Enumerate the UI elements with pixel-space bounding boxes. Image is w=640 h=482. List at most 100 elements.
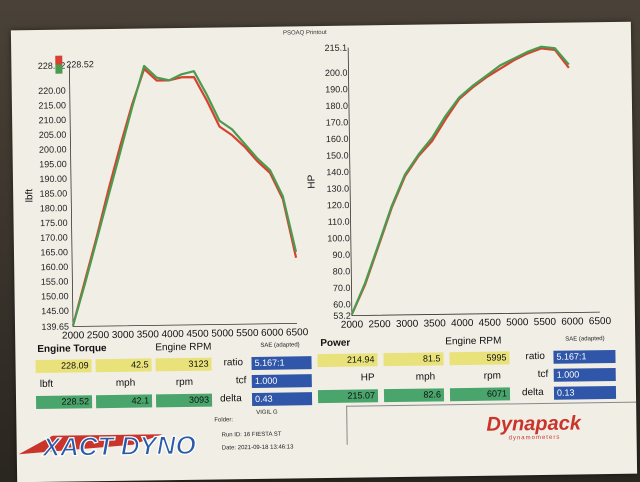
unit-lbft: lbft — [39, 378, 54, 390]
y-tick-label: 90.0 — [332, 250, 350, 260]
power-mph: 81.5 — [383, 352, 444, 367]
x-tick-label: 2000 — [62, 330, 85, 341]
power-chart: 53.2 60.0 70.0 80.0 90.0 100.0 110.0 120.0 130.0… — [325, 43, 612, 331]
x-tick-label: 3000 — [396, 319, 419, 330]
y-tick-label: 220.00 — [38, 86, 66, 96]
left-rpm-label: Engine RPM — [155, 341, 212, 354]
delta-label-left: delta — [219, 393, 242, 405]
torque-rpm-2: 3093 — [155, 393, 213, 408]
folder-value: VIGIL G — [256, 409, 278, 416]
y-tick-label: 100.0 — [327, 233, 350, 243]
y-tick-label: 190.00 — [39, 174, 67, 184]
x-tick-label: 5000 — [506, 317, 529, 328]
tcf-value-right: 1.000 — [553, 367, 616, 382]
run-date: Date: 2021-09-18 13:46:13 — [221, 444, 294, 452]
y-tick-label: 200.0 — [325, 68, 348, 78]
tcf-label-right: tcf — [537, 368, 549, 381]
x-tick-label: 4500 — [479, 318, 502, 329]
unit-hp: HP — [360, 372, 375, 384]
left-sae: SAE (adapted) — [260, 342, 300, 349]
x-tick-label: 2000 — [341, 319, 364, 330]
y-tick-label: 130.0 — [327, 184, 350, 194]
svg-text:XACT DYNO: XACT DYNO — [40, 430, 196, 462]
x-tick-label: 6500 — [589, 316, 612, 327]
x-tick-label: 3000 — [112, 330, 135, 341]
y-tick-label: 120.0 — [327, 200, 350, 210]
x-tick-label: 5000 — [211, 328, 234, 339]
y-tick-label: 53.2 — [333, 311, 351, 321]
torque-mph-2: 42.1 — [95, 394, 153, 409]
series-line — [350, 45, 570, 315]
torque-mph: 42.5 — [95, 358, 152, 373]
y-tick-label: 60.0 — [333, 299, 351, 309]
y-tick-label: 205.00 — [39, 130, 67, 140]
y-tick-label: 180.00 — [40, 203, 68, 213]
y-tick-label: 150.0 — [326, 150, 349, 160]
y-tick-label: 170.0 — [326, 117, 349, 127]
x-tick-label: 3500 — [423, 318, 446, 329]
y-tick-label: 160.0 — [326, 134, 349, 144]
x-tick-label: 2500 — [368, 319, 391, 330]
y-tick-label: 210.00 — [39, 115, 67, 125]
y-tick-label: 140.0 — [326, 167, 349, 177]
run-id: Run ID: 16 FIESTA ST — [221, 431, 282, 439]
torque-value: 228.09 — [35, 359, 92, 374]
y-tick-label: 80.0 — [333, 266, 351, 276]
right-rpm-label: Engine RPM — [445, 335, 502, 348]
y-tick-label: 190.0 — [325, 84, 348, 94]
series-line — [71, 67, 298, 326]
y-tick-label: 145.00 — [41, 306, 69, 316]
y-tick-label: 160.00 — [41, 262, 69, 272]
y-tick-label: 215.00 — [38, 100, 66, 110]
x-tick-label: 3500 — [137, 329, 160, 340]
x-tick-label: 2500 — [87, 330, 110, 341]
y-tick-label: 170.00 — [40, 232, 68, 242]
ratio-label-right: ratio — [525, 350, 546, 363]
tcf-value-left: 1.000 — [251, 374, 312, 389]
folder-label: Folder: — [214, 417, 234, 424]
x-tick-label: 4000 — [451, 318, 474, 329]
torque-value-2: 228.52 — [35, 395, 93, 410]
y-tick-label: 70.0 — [333, 283, 351, 293]
y-tick-label: 195.00 — [39, 159, 67, 169]
ratio-value-right: 5.167:1 — [553, 349, 616, 364]
axis-lines — [68, 65, 297, 327]
ratio-label-left: ratio — [223, 357, 244, 369]
x-tick-label: 4500 — [186, 329, 209, 340]
y-tick-label: 155.00 — [41, 276, 69, 286]
right-panel-title: Power — [320, 337, 351, 350]
tcf-label-left: tcf — [235, 375, 247, 387]
x-tick-label: 5500 — [236, 328, 259, 339]
y-tick-label: 185.00 — [40, 188, 68, 198]
y-tick-label: 110.0 — [328, 217, 350, 227]
x-tick-label: 4000 — [161, 329, 184, 340]
y-tick-label: 175.00 — [40, 218, 68, 228]
power-rpm-2: 6071 — [449, 387, 511, 402]
y-tick-label: 150.00 — [41, 291, 69, 301]
left-panel-title: Engine Torque — [37, 343, 107, 356]
unit-rpm-left: rpm — [175, 376, 194, 389]
power-y-label: HP — [306, 174, 318, 189]
x-tick-label: 5500 — [534, 317, 557, 328]
x-tick-label: 6000 — [261, 328, 284, 339]
y-tick-label: 228.52 — [38, 61, 66, 71]
unit-mph-left: mph — [115, 377, 136, 389]
power-value: 214.94 — [317, 353, 378, 368]
delta-value-left: 0.43 — [251, 392, 313, 407]
dynapack-logo: Dynapack dynamometers — [486, 412, 582, 442]
ratio-value-left: 5.167:1 — [251, 356, 312, 371]
axis-lines — [347, 47, 600, 317]
x-tick-label: 6500 — [286, 327, 309, 338]
xact-dyno-logo: XACT DYNO — [12, 420, 203, 463]
torque-chart: 139.65 145.00 150.00 155.00 160.00 165.00 170.… — [38, 61, 309, 342]
torque-rpm: 3123 — [155, 357, 212, 372]
y-tick-label: 165.00 — [40, 247, 68, 257]
power-rpm: 5995 — [449, 351, 510, 366]
unit-rpm-right: rpm — [483, 370, 502, 382]
y-tick-label: 139.65 — [41, 322, 69, 332]
unit-mph-right: mph — [415, 371, 436, 383]
delta-value-right: 0.13 — [553, 385, 617, 400]
y-tick-label: 215.1 — [325, 43, 348, 53]
dyno-printout-sheet: PSOAQ Printout 139.65 145.00 150.00 155.00 1… — [10, 21, 638, 482]
y-tick-label: 180.0 — [325, 101, 348, 111]
